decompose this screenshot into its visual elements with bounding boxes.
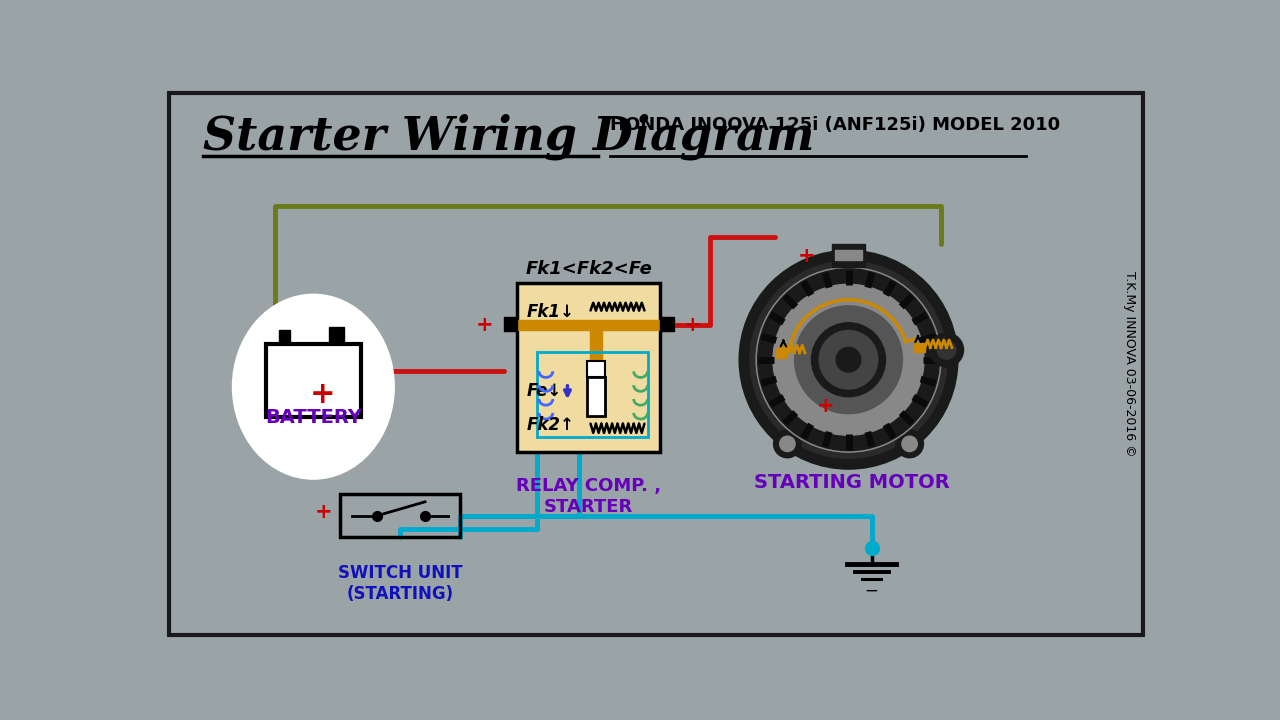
- Text: STARTING MOTOR: STARTING MOTOR: [754, 474, 950, 492]
- Text: Fk1↓: Fk1↓: [526, 303, 575, 321]
- Bar: [517, 283, 660, 452]
- Circle shape: [896, 430, 923, 458]
- Circle shape: [780, 436, 795, 451]
- Circle shape: [739, 251, 957, 469]
- Bar: [832, 244, 865, 267]
- Circle shape: [773, 284, 924, 435]
- Bar: [776, 349, 786, 359]
- Bar: [503, 320, 673, 330]
- Bar: [660, 318, 673, 331]
- Circle shape: [795, 306, 902, 414]
- Bar: [340, 495, 460, 537]
- Bar: [266, 344, 361, 418]
- Text: BATTERY: BATTERY: [265, 408, 362, 427]
- Text: Fk2↑: Fk2↑: [526, 416, 575, 434]
- Bar: [835, 251, 863, 256]
- Bar: [503, 318, 517, 331]
- Text: T.K.My INNOVA 03-06-2016 ©: T.K.My INNOVA 03-06-2016 ©: [1123, 271, 1137, 456]
- Text: SWITCH UNIT
(STARTING): SWITCH UNIT (STARTING): [338, 564, 462, 603]
- Bar: [279, 330, 291, 344]
- Circle shape: [812, 323, 886, 397]
- Text: RELAY COMP. ,
STARTER: RELAY COMP. , STARTER: [516, 477, 662, 516]
- Text: Fe↓: Fe↓: [526, 382, 562, 400]
- Bar: [329, 328, 344, 344]
- Circle shape: [902, 436, 918, 451]
- Circle shape: [937, 341, 956, 359]
- Text: +: +: [476, 315, 494, 335]
- Text: +: +: [684, 315, 701, 335]
- Text: +: +: [315, 502, 333, 522]
- Bar: [536, 352, 648, 437]
- Bar: [835, 257, 863, 261]
- Circle shape: [758, 269, 940, 451]
- Ellipse shape: [233, 294, 394, 479]
- Circle shape: [836, 348, 861, 372]
- Bar: [590, 330, 602, 361]
- Text: −: −: [865, 582, 878, 600]
- Text: +: +: [310, 380, 335, 409]
- Text: +: +: [797, 246, 815, 266]
- Text: Starter Wiring Diagram: Starter Wiring Diagram: [204, 113, 814, 160]
- Bar: [914, 343, 925, 352]
- Bar: [586, 377, 605, 416]
- Bar: [586, 361, 605, 377]
- Circle shape: [819, 330, 878, 389]
- Circle shape: [929, 333, 964, 367]
- Circle shape: [750, 261, 947, 459]
- Circle shape: [756, 267, 941, 452]
- Text: HONDA INOOVA 125i (ANF125i) MODEL 2010: HONDA INOOVA 125i (ANF125i) MODEL 2010: [609, 116, 1060, 134]
- Text: +: +: [817, 396, 835, 416]
- Circle shape: [773, 430, 801, 458]
- Text: Fk1<Fk2<Fe: Fk1<Fk2<Fe: [525, 260, 652, 278]
